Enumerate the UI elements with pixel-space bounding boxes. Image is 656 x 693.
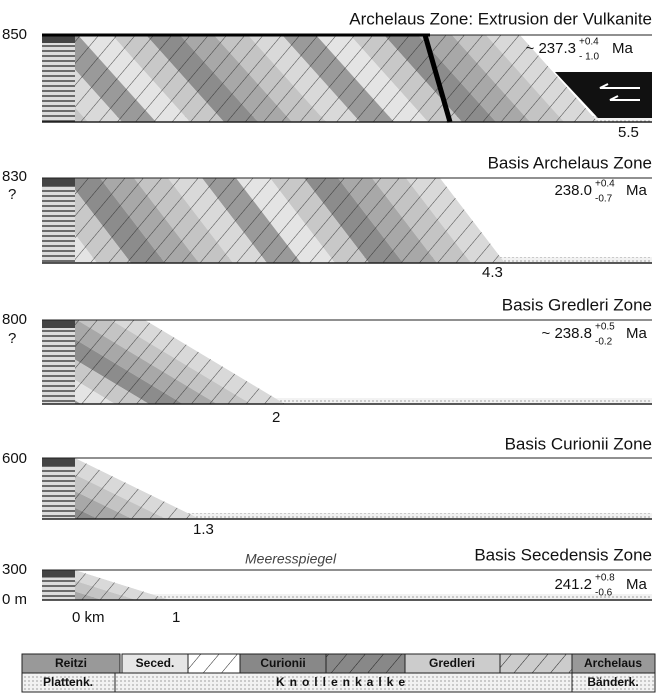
sea-level-elevation: 0 m <box>2 591 27 608</box>
distance: 2 <box>272 409 280 426</box>
legend-facies: Bänderk. <box>587 675 638 689</box>
elevation: 800 <box>2 311 27 328</box>
age-minus: -0.7 <box>595 194 613 205</box>
legend-zone: Archelaus <box>584 656 642 670</box>
legend-zone: Reitzi <box>55 656 87 670</box>
age-unit: Ma <box>626 182 647 199</box>
elevation: 300 <box>2 561 27 578</box>
distance: 5.5 <box>618 124 639 141</box>
age-unit: Ma <box>626 576 647 593</box>
panel-title: Basis Curionii Zone <box>505 434 652 453</box>
platform-block <box>42 458 75 519</box>
platform-block <box>42 35 75 122</box>
sea-level: Meeresspiegel <box>245 551 337 567</box>
panel-title: Basis Archelaus Zone <box>488 153 652 172</box>
clinoform-band <box>0 458 30 519</box>
diagram: Archelaus Zone: Extrusion der Vulkanite … <box>0 0 656 693</box>
age-minus: -0.2 <box>595 337 613 348</box>
distance: 4.3 <box>482 264 503 281</box>
legend-zone: Gredleri <box>429 656 475 670</box>
age: 241.2 <box>554 576 592 593</box>
age-plus: +0.8 <box>595 573 615 584</box>
platform-top <box>42 570 75 578</box>
platform-block <box>42 178 75 263</box>
age-unit: Ma <box>626 325 647 342</box>
origin: 0 km <box>72 609 105 626</box>
age: ~ 237.3 <box>526 40 576 57</box>
legend-zone: Curionii <box>260 656 305 670</box>
question: ? <box>8 330 16 347</box>
platform-block <box>42 320 75 404</box>
age-unit: Ma <box>612 40 633 57</box>
platform-top <box>42 178 75 186</box>
distance: 1.3 <box>193 521 214 538</box>
platform-top <box>42 458 75 466</box>
age-plus: +0.4 <box>595 179 615 190</box>
age-plus: +0.5 <box>595 322 615 333</box>
distance: 1 <box>172 609 180 626</box>
legend-facies: Plattenk. <box>43 675 93 689</box>
age: ~ 238.8 <box>542 325 592 342</box>
elevation: 830 <box>2 168 27 185</box>
panel-title: Archelaus Zone: Extrusion der Vulkanite <box>349 9 652 28</box>
elevation: 850 <box>2 26 27 43</box>
clinoform-band <box>0 35 20 122</box>
legend-facies: Knollenkalke <box>276 675 410 689</box>
legend-zone: Seced. <box>136 656 175 670</box>
hatch <box>42 458 652 519</box>
platform-wedge <box>0 458 652 519</box>
age-plus: +0.4 <box>579 37 599 48</box>
panel-title: Basis Gredleri Zone <box>502 295 652 314</box>
age-minus: - 1.0 <box>579 52 599 63</box>
age-minus: -0.6 <box>595 588 613 599</box>
question: ? <box>8 186 16 203</box>
panel-title: Basis Secedensis Zone <box>474 545 652 564</box>
platform-top <box>42 320 75 328</box>
elevation: 600 <box>2 450 27 467</box>
age: 238.0 <box>554 182 592 199</box>
